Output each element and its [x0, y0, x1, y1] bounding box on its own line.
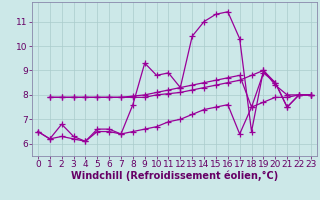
X-axis label: Windchill (Refroidissement éolien,°C): Windchill (Refroidissement éolien,°C) [71, 171, 278, 181]
